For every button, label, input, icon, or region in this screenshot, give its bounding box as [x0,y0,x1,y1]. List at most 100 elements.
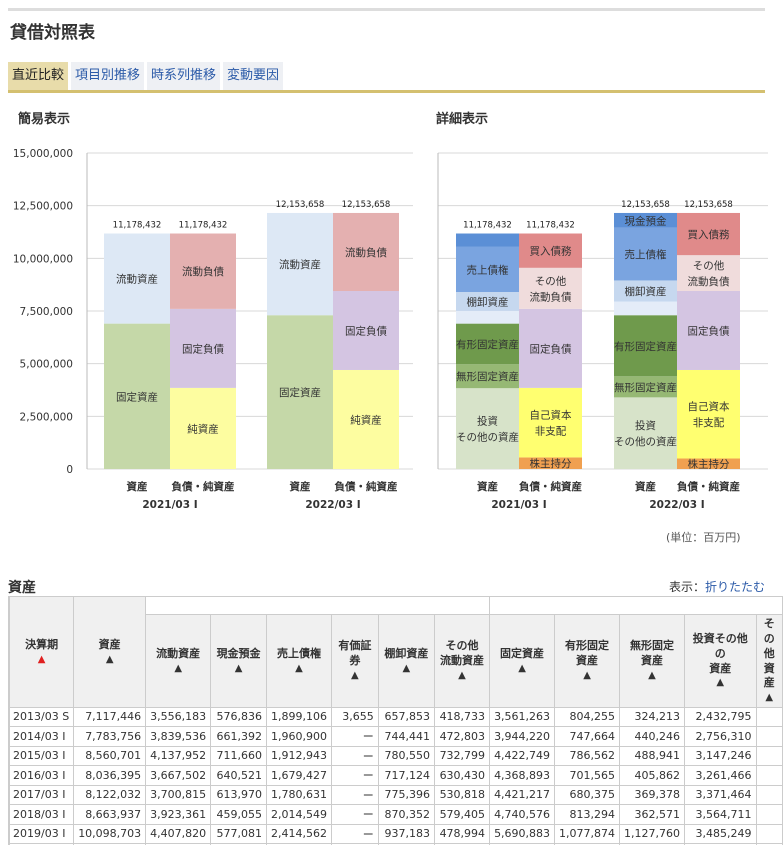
value-cell: 1,077,874 [554,823,621,845]
segment-label: 流動負債 [530,290,572,303]
value-cell: ー [330,745,379,767]
value-cell [755,804,783,825]
value-cell: 2,756,310 [684,726,757,747]
col-header-cash[interactable]: 現金預金 ▲ [210,614,267,708]
value-cell: 3,944,220 [489,726,556,747]
value-cell: ー [330,804,379,825]
segment-label: 固定資産 [116,390,158,403]
col-header-fixed-assets[interactable]: 固定資産 ▲ [489,614,556,708]
value-cell: 1,127,760 [619,823,686,845]
segment-label: その他 [535,274,567,287]
value-cell: 1,163,107 [619,843,686,845]
bar-segment [456,310,519,324]
col-header-ppe[interactable]: 有形固定 資産 ▲ [554,614,621,708]
segment-label: 固定負債 [688,324,730,337]
col-header-period[interactable]: 決算期 ▲ [9,596,75,708]
col-header-current-assets[interactable]: 流動資産 ▲ [145,614,212,708]
segment-label: 無形固定資産 [614,381,677,394]
value-cell: 3,556,183 [145,706,212,728]
x-bar-label: 資産 [127,480,148,493]
page-title: 貸借対照表 [10,23,95,43]
period-cell: 2017/03 I [9,784,75,806]
value-cell: 418,733 [433,706,491,728]
value-cell: 630,430 [433,765,491,786]
period-cell: 2014/03 I [9,726,75,747]
col-header-securities[interactable]: 有価証券 ▲ [330,614,379,708]
value-cell: 780,550 [377,745,436,767]
assets-table-container: 決算期 ▲ 資産 ▲ 流動資産 ▲ 現金預金 ▲ 売上債権 ▲ 有価証券 ▲ 棚卸資産 ▲ そ… [8,596,783,845]
table-row: 2019/03 I 10,098,703 4,407,820 577,081 2,414… [9,823,783,845]
sort-icon: ▲ [458,669,466,681]
bar-segment [456,364,519,389]
segment-label: 現金預金 [625,214,667,227]
value-cell: 3,147,246 [684,745,757,767]
bar-total-label: 12,153,658 [684,200,733,210]
value-cell: 3,667,502 [145,765,212,786]
bar-segment [104,323,170,469]
tab-recent-compare[interactable]: 直近比較 [8,62,69,90]
tab-change-factors[interactable]: 変動要因 [223,62,284,90]
sort-icon: ▲ [402,662,411,674]
value-cell: ー [330,784,379,806]
segment-label: 固定負債 [182,342,224,355]
segment-label: 無形固定資産 [456,370,519,383]
value-cell: 530,818 [433,784,491,806]
table-row: 2017/03 I 8,122,032 3,700,815 613,970 1,780,… [9,784,783,806]
col-header-receivables[interactable]: 売上債権 ▲ [265,614,332,708]
bar-total-label: 11,178,432 [463,221,512,231]
value-cell: 2,414,562 [265,823,332,845]
bar-segment [333,212,399,291]
bar-total-label: 12,153,658 [621,200,670,210]
bar-segment [333,290,399,370]
segment-label: 固定負債 [345,324,387,337]
col-header-assets[interactable]: 資産 ▲ [73,596,147,708]
tab-item-trend[interactable]: 項目別推移 [71,62,145,90]
bar-segment [267,212,333,316]
y-tick-label: 5,000,000 [20,359,73,371]
display-toggle: 表示：折りたたむ [669,578,765,595]
sort-icon: ▲ [518,662,526,674]
value-cell: 440,246 [619,726,686,747]
value-cell [755,706,783,728]
unit-note: (単位：百万円) [666,531,741,544]
col-header-inventory[interactable]: 棚卸資産 ▲ [377,614,436,708]
segment-label: その他 [693,259,725,272]
segment-label: 流動資産 [279,258,321,271]
segment-label: 自己資本 [688,400,730,413]
value-cell: 8,663,937 [73,804,147,825]
table-row: 2013/03 S 7,117,446 3,556,183 576,836 1,899,… [9,706,783,728]
segment-label: 売上債権 [467,263,509,276]
value-cell: 3,839,536 [145,726,212,747]
segment-label: 流動負債 [182,265,224,278]
value-cell: 1,960,900 [265,726,332,747]
x-bar-label: 資産 [290,480,311,493]
value-cell: 8,560,701 [73,745,147,767]
segment-label: 買入債務 [688,228,730,241]
segment-label: 自己資本 [530,409,572,422]
x-period-label: 2021/03 I [491,499,546,511]
bar-segment [614,212,677,228]
assets-section-title: 資産 [8,580,36,596]
value-cell: 3,371,464 [684,784,757,806]
col-header-other-assets[interactable]: その他 資産 ▲ [755,614,783,708]
table-row: 2014/03 I 7,783,756 3,839,536 661,392 1,960,… [9,726,783,747]
sort-icon: ▲ [351,669,359,681]
collapse-link[interactable]: 折りたたむ [704,580,765,594]
bar-segment [519,267,582,309]
segment-label: 有形固定資産 [614,340,677,353]
value-cell: 952,029 [377,843,436,845]
period-cell: 2016/03 I [9,765,75,786]
col-header-other-current[interactable]: その他 流動資産 ▲ [433,614,491,708]
col-header-investments[interactable]: 投資その他の 資産 ▲ [684,614,757,708]
bar-segment [614,301,677,316]
bar-total-label: 12,153,658 [342,200,391,210]
detail-chart-title: 詳細表示 [436,112,489,127]
col-header-intangibles[interactable]: 無形固定 資産 ▲ [619,614,686,708]
value-cell: 3,700,815 [145,784,212,806]
sort-icon: ▲ [765,692,774,704]
value-cell: 1,899,106 [265,706,332,728]
value-cell: 870,352 [377,804,436,825]
fixed-assets-group [489,596,783,615]
period-cell: 2013/03 S [9,706,75,728]
tab-time-series[interactable]: 時系列推移 [147,62,221,90]
